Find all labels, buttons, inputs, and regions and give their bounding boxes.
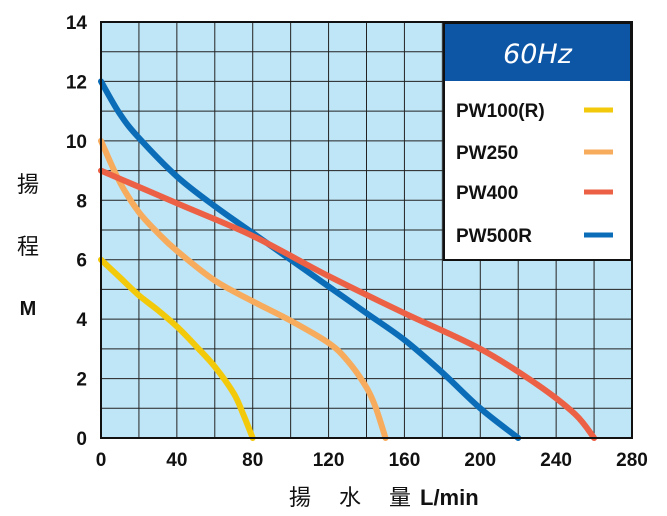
axis-ticks: 0 40 80 120 160 200 240 280 0 2 4 6 8 10 12 14 bbox=[66, 13, 648, 471]
x-tick-label: 0 bbox=[96, 450, 107, 471]
x-tick-label: 80 bbox=[242, 450, 263, 471]
legend-header bbox=[445, 24, 630, 81]
frequency-label: 60Hz bbox=[503, 39, 573, 70]
x-tick-label: 240 bbox=[540, 450, 572, 471]
x-tick-label: 160 bbox=[389, 450, 421, 471]
legend-label-pw400: PW400 bbox=[456, 183, 518, 204]
x-tick-label: 40 bbox=[166, 450, 187, 471]
y-tick-label: 8 bbox=[76, 191, 87, 212]
legend-label-pw100-r: PW100(R) bbox=[456, 101, 545, 122]
series-line-pw500r bbox=[98, 78, 522, 441]
legend-label-pw250: PW250 bbox=[456, 143, 518, 164]
y-axis-unit: M bbox=[20, 298, 37, 320]
legend-label-pw500r: PW500R bbox=[456, 226, 532, 247]
y-tick-label: 2 bbox=[76, 370, 87, 391]
y-tick-label: 10 bbox=[66, 132, 87, 153]
x-axis-label-char: 揚 bbox=[289, 486, 311, 511]
x-tick-label: 200 bbox=[464, 450, 496, 471]
y-tick-label: 6 bbox=[76, 251, 87, 272]
x-tick-label: 280 bbox=[616, 450, 648, 471]
series-lines bbox=[98, 78, 598, 441]
axis-labels: 揚程M揚水量 L/min bbox=[17, 173, 479, 511]
y-tick-label: 0 bbox=[76, 429, 87, 450]
y-tick-label: 14 bbox=[66, 13, 88, 34]
x-tick-label: 120 bbox=[313, 450, 345, 471]
legend: 60Hz PW100(R) PW250 PW400 PW500R bbox=[443, 22, 632, 261]
x-axis-label-char: 水 bbox=[339, 486, 361, 511]
series-line-pw250 bbox=[98, 137, 389, 441]
y-tick-label: 12 bbox=[66, 72, 87, 93]
x-axis-unit: L/min bbox=[420, 485, 479, 510]
y-tick-label: 4 bbox=[76, 310, 87, 331]
series-line-pw400 bbox=[98, 167, 598, 441]
y-axis-label-char: 程 bbox=[17, 235, 39, 260]
x-axis-label-char: 量 bbox=[389, 486, 411, 511]
y-axis-label-char: 揚 bbox=[17, 173, 39, 198]
series-line-pw100-r bbox=[98, 256, 256, 441]
